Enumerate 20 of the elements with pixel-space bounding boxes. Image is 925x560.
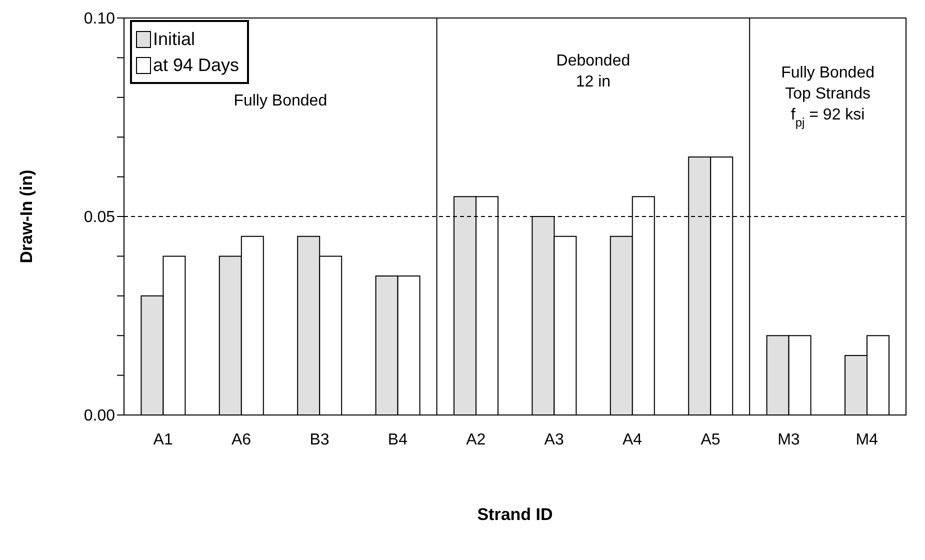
annotation: Debonded 12 in	[556, 52, 630, 91]
x-tick-label: B3	[310, 431, 330, 448]
y-tick-label: 0.10	[84, 10, 116, 28]
x-tick-label: A4	[622, 431, 642, 448]
x-tick-label: A2	[466, 431, 486, 448]
x-tick-label: B4	[388, 431, 408, 448]
annotation: Fully Bonded	[234, 92, 328, 110]
x-tick-label: M4	[856, 431, 878, 448]
legend-label: Initial	[153, 28, 196, 51]
legend-label: at 94 Days	[153, 54, 240, 77]
x-tick-label: A3	[544, 431, 564, 448]
x-tick-label: M3	[778, 431, 800, 448]
x-tick-label: A6	[232, 431, 252, 448]
y-axis-title: Draw-In (in)	[17, 170, 36, 264]
y-tick-label: 0.05	[84, 209, 116, 226]
y-tick-label: 0.00	[84, 408, 116, 425]
x-tick-label: A1	[153, 431, 173, 448]
annotation: Fully Bonded Top Strands f$_{pj}$ = 92 ksi	[781, 64, 874, 130]
x-tick-label: A5	[700, 431, 720, 448]
x-axis-title: Strand ID	[477, 505, 553, 524]
